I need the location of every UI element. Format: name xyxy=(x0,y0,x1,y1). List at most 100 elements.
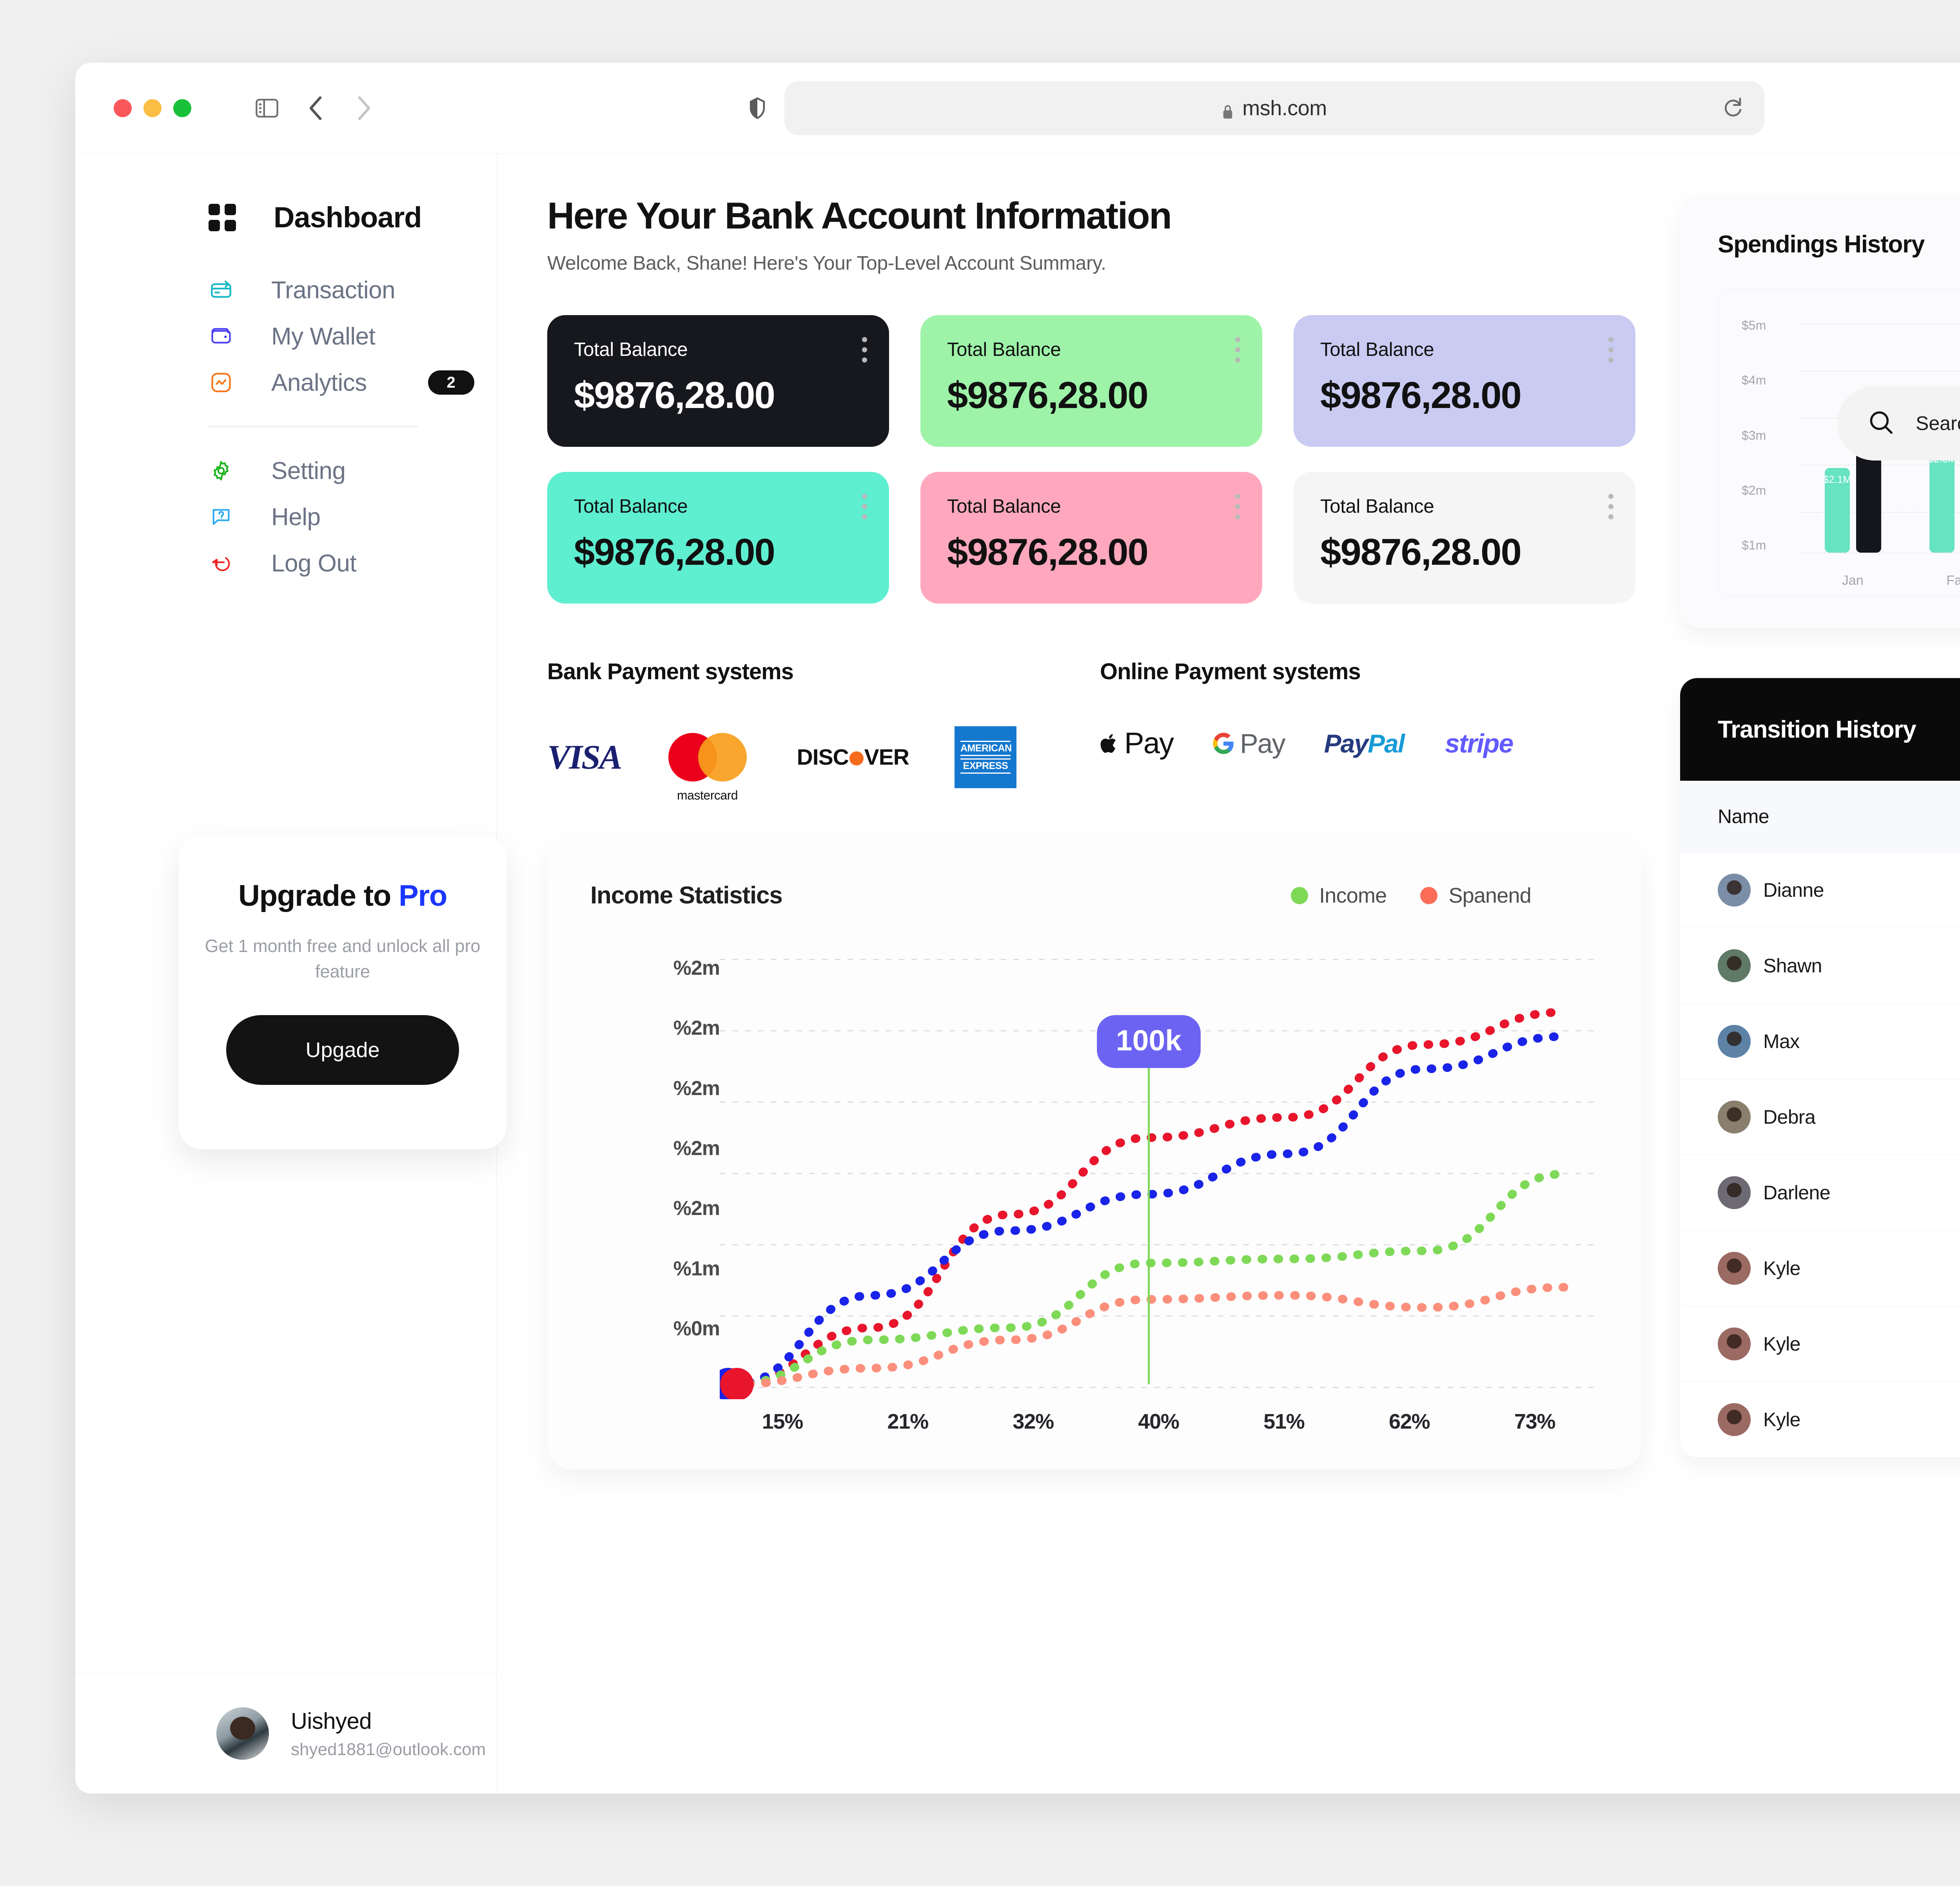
amex-logo-icon[interactable]: AMERICAN EXPRESS xyxy=(954,726,1016,788)
income-chart-x-axis: 15% 21% 32% 40% 51% 62% 73% xyxy=(720,1409,1598,1434)
cell-name: Dianne xyxy=(1680,852,1931,928)
balance-card-label: Total Balance xyxy=(947,496,1061,517)
x-tick: 32% xyxy=(1013,1410,1054,1433)
promo-title-accent: Pro xyxy=(398,879,447,912)
upgrade-promo-card: Upgrade to Pro Get 1 month free and unlo… xyxy=(179,836,506,1149)
sidebar-item-log-out[interactable]: Log Out xyxy=(209,540,497,586)
avatar xyxy=(1718,1327,1751,1360)
balance-card[interactable]: Total Balance $9876,28.00 xyxy=(920,315,1262,447)
promo-title-main: Upgrade to xyxy=(238,879,399,912)
table-row[interactable]: MaxFeb 22, 2023$159.00Failed xyxy=(1680,1003,1960,1079)
table-row[interactable]: ShawnFeb 22, 2023$159.00Success xyxy=(1680,928,1960,1004)
sidebar-item-label: Log Out xyxy=(271,549,357,577)
address-bar-url: msh.com xyxy=(1242,96,1327,120)
balance-card[interactable]: Total Balance $9876,28.00 xyxy=(1294,315,1635,447)
sidebar-item-my-wallet[interactable]: My Wallet xyxy=(209,313,497,359)
row-name: Kyle xyxy=(1763,1333,1800,1355)
line-coral-series xyxy=(729,1283,1568,1389)
row-name: Kyle xyxy=(1763,1409,1800,1431)
chart-tooltip-label: 100k xyxy=(1116,1024,1182,1057)
kebab-menu-icon[interactable] xyxy=(1235,494,1240,519)
table-row[interactable]: DebraFeb 22, 2023$159.00Success xyxy=(1680,1079,1960,1155)
sidebar-divider xyxy=(209,426,418,427)
table-row[interactable]: DianneFeb 22, 2023$159.00Success xyxy=(1680,852,1960,928)
x-tick: 21% xyxy=(887,1410,929,1433)
sidebar-item-transaction[interactable]: Transaction xyxy=(209,267,497,313)
balance-card-value: $9876,28.00 xyxy=(574,531,775,573)
balance-card-label: Total Balance xyxy=(574,339,688,360)
avatar xyxy=(216,1707,269,1760)
cell-name: Kyle xyxy=(1680,1382,1931,1458)
paypal-logo-icon[interactable]: PayPal xyxy=(1324,729,1405,758)
visa-logo-icon[interactable]: VISA xyxy=(547,738,622,776)
balance-card-label: Total Balance xyxy=(1320,339,1434,360)
x-tick: 62% xyxy=(1388,1410,1430,1433)
analytics-icon xyxy=(209,370,234,395)
column-header-date[interactable]: Date xyxy=(1931,781,1960,852)
gear-icon xyxy=(209,458,234,483)
line-red-series xyxy=(729,1008,1568,1389)
search-input[interactable] xyxy=(1916,412,1960,435)
sidebar-item-analytics[interactable]: Analytics 2 xyxy=(209,359,497,406)
balance-card-grid: Total Balance $9876,28.00 Total Balance … xyxy=(547,315,1641,604)
upgrade-button[interactable]: Upgade xyxy=(226,1015,459,1085)
balance-card-value: $9876,28.00 xyxy=(947,374,1149,416)
avatar xyxy=(1718,874,1751,907)
avatar xyxy=(1718,949,1751,982)
address-bar[interactable]: msh.com xyxy=(784,81,1764,135)
x-tick: 15% xyxy=(762,1410,804,1433)
chevron-right-icon[interactable] xyxy=(351,95,377,121)
sidebar-item-dashboard[interactable]: Dashboard xyxy=(209,201,497,234)
payment-systems-section: Bank Payment systems VISA mastercard DIS… xyxy=(547,658,1641,802)
table-row[interactable]: DarleneFeb 22, 2023$159.00Success xyxy=(1680,1155,1960,1231)
balance-card-value: $9876,28.00 xyxy=(947,531,1149,573)
y-tick: %1m xyxy=(673,1257,720,1280)
balance-card[interactable]: Total Balance $9876,28.00 xyxy=(547,315,889,447)
cell-date: Feb 22, 2023 xyxy=(1931,1155,1960,1231)
bar-income[interactable]: $2.1M xyxy=(1823,468,1851,553)
sidebar-toggle-icon[interactable] xyxy=(254,95,280,121)
mastercard-logo-icon[interactable]: mastercard xyxy=(668,733,747,802)
profile-email: shyed1881@outlook.com xyxy=(291,1739,486,1759)
close-window-button[interactable] xyxy=(114,99,132,117)
cell-name: Max xyxy=(1680,1004,1931,1079)
legend-item-spanend: Spanend xyxy=(1420,883,1532,908)
sidebar-item-setting[interactable]: Setting xyxy=(209,448,497,494)
google-pay-logo-icon[interactable]: Pay xyxy=(1212,728,1286,759)
minimize-window-button[interactable] xyxy=(143,99,162,117)
table-row[interactable]: KyleFeb 22, 2023$159.00Success xyxy=(1680,1230,1960,1306)
balance-card-label: Total Balance xyxy=(947,339,1061,360)
table-row[interactable]: KyleFeb 22, 2023$159.00Success xyxy=(1680,1306,1960,1382)
discover-logo-icon[interactable]: DISC VER xyxy=(797,745,909,770)
kebab-menu-icon[interactable] xyxy=(1235,337,1240,363)
x-tick: 40% xyxy=(1138,1410,1180,1433)
shield-icon[interactable] xyxy=(744,95,770,121)
kebab-menu-icon[interactable] xyxy=(1608,494,1613,519)
balance-card[interactable]: Total Balance $9876,28.00 xyxy=(547,472,889,604)
column-header-name[interactable]: Name xyxy=(1718,805,1769,827)
legend-label: Spanend xyxy=(1448,883,1531,907)
cell-date: Feb 22, 2023 xyxy=(1931,852,1960,928)
sidebar-item-label: Analytics xyxy=(271,369,367,396)
kebab-menu-icon[interactable] xyxy=(1608,337,1613,363)
bar-income[interactable]: $2.6M xyxy=(1928,448,1956,553)
cell-name: Kyle xyxy=(1680,1306,1931,1382)
sidebar-user-profile[interactable]: Uishyed shyed1881@outlook.com xyxy=(75,1673,497,1794)
y-tick: %2m xyxy=(673,1017,720,1040)
chevron-left-icon[interactable] xyxy=(303,95,328,121)
apple-pay-logo-icon[interactable]: Pay xyxy=(1100,726,1174,760)
table-row[interactable]: KyleFeb 22, 2023$159.00Success xyxy=(1680,1382,1960,1458)
stripe-logo-icon[interactable]: stripe xyxy=(1445,728,1514,758)
kebab-menu-icon[interactable] xyxy=(862,337,867,363)
browser-window: msh.com Dashboard xyxy=(75,63,1960,1794)
legend-item-income: Income xyxy=(1291,883,1387,908)
reload-icon[interactable] xyxy=(1723,96,1743,120)
sidebar: Dashboard Transaction My Wallet xyxy=(75,154,506,1794)
promo-title: Upgrade to Pro xyxy=(238,879,447,913)
search-box[interactable] xyxy=(1837,386,1960,461)
maximize-window-button[interactable] xyxy=(173,99,191,117)
sidebar-item-help[interactable]: Help xyxy=(209,494,497,540)
balance-card[interactable]: Total Balance $9876,28.00 xyxy=(920,472,1262,604)
balance-card[interactable]: Total Balance $9876,28.00 xyxy=(1294,472,1635,604)
kebab-menu-icon[interactable] xyxy=(862,494,867,519)
